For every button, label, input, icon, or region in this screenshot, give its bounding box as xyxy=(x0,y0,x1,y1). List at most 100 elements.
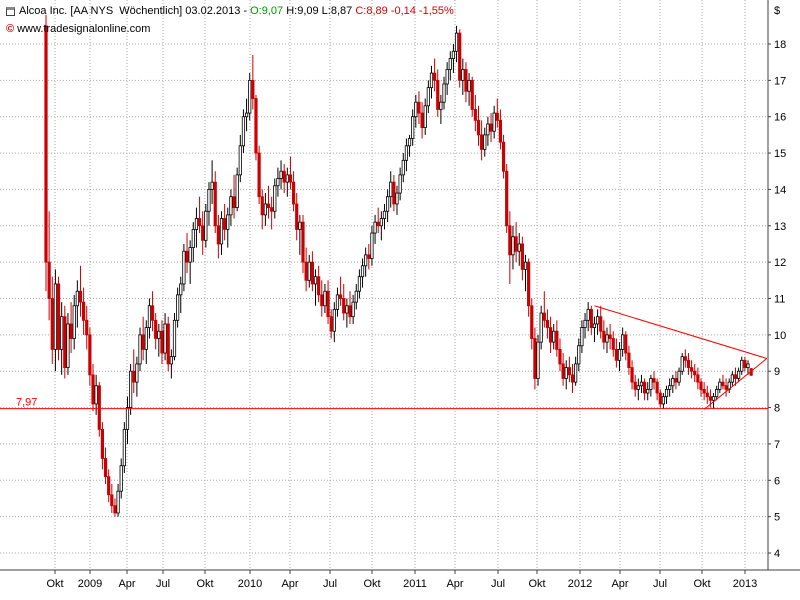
y-axis-label: 13 xyxy=(774,221,786,233)
candle-body xyxy=(636,385,640,390)
y-axis-label: 10 xyxy=(774,330,786,342)
candle-body xyxy=(338,294,343,299)
candle-body xyxy=(721,381,725,387)
candle-body xyxy=(182,250,186,285)
candle-body xyxy=(241,116,246,147)
candle-body xyxy=(285,174,289,183)
candle-body xyxy=(520,243,524,270)
candle-body xyxy=(150,305,155,321)
candle-body xyxy=(730,374,734,383)
candle-body xyxy=(642,381,647,394)
candle-body xyxy=(658,392,662,405)
trendline-ascending[interactable] xyxy=(703,358,768,410)
x-axis-label: Apr xyxy=(281,578,298,590)
candle-body xyxy=(514,236,518,252)
candle-body xyxy=(191,229,195,248)
candle-body xyxy=(345,305,349,314)
candle-body xyxy=(548,327,553,343)
candle-body xyxy=(715,388,719,398)
candle-body xyxy=(69,323,73,339)
candle-body xyxy=(72,305,76,339)
x-axis-label: Jul xyxy=(156,578,170,590)
x-axis-label: Apr xyxy=(611,578,628,590)
candle-body xyxy=(232,196,236,209)
candle-body xyxy=(307,261,311,281)
candle-body xyxy=(370,232,374,259)
candle-body xyxy=(360,265,365,278)
candle-body xyxy=(668,385,672,390)
candle-body xyxy=(649,378,653,390)
candle-body xyxy=(552,330,556,343)
chart-title: Alcoa Inc. [AA NYS Wöchentlich] 03.02.20… xyxy=(19,4,454,18)
candle-body xyxy=(561,363,565,379)
candle-body xyxy=(53,283,58,350)
candle-body xyxy=(539,312,543,343)
candle-body xyxy=(680,356,684,372)
candle-body xyxy=(122,428,126,467)
candle-body xyxy=(592,323,597,328)
candle-body xyxy=(671,378,675,387)
candle-body xyxy=(379,218,383,227)
candle-body xyxy=(301,221,305,263)
x-axis-label: 2013 xyxy=(733,578,757,590)
candle-body xyxy=(332,309,336,332)
candle-body xyxy=(103,458,108,478)
title-segment: C:8,89 -0,14 -1,55% xyxy=(355,5,454,17)
candle-body xyxy=(423,105,427,129)
candle-body xyxy=(160,330,164,354)
candle-body xyxy=(238,145,242,176)
candle-body xyxy=(420,112,424,129)
candle-body xyxy=(354,290,358,303)
candle-body xyxy=(335,294,340,310)
candle-body xyxy=(567,367,571,376)
candle-body xyxy=(88,334,92,376)
candle-body xyxy=(454,32,459,52)
candle-body xyxy=(138,334,142,365)
candle-body xyxy=(737,370,741,379)
candle-body xyxy=(44,25,48,263)
candle-body xyxy=(614,348,618,361)
candle-body xyxy=(445,69,449,85)
candle-body xyxy=(157,330,161,339)
candle-body xyxy=(558,348,562,365)
trendline-descending[interactable] xyxy=(594,305,767,359)
candle-body xyxy=(693,370,697,376)
x-axis-label: Okt xyxy=(693,578,710,590)
candle-body xyxy=(382,210,387,219)
candle-body xyxy=(298,221,302,230)
x-axis-label: Okt xyxy=(363,578,380,590)
candle-body xyxy=(113,505,117,514)
x-axis-label: Jul xyxy=(323,578,337,590)
candle-body xyxy=(304,261,308,281)
candle-body xyxy=(197,218,202,227)
candle-body xyxy=(630,367,634,383)
candle-body xyxy=(263,203,267,216)
candle-body xyxy=(213,181,217,227)
candle-body xyxy=(169,356,173,365)
candle-body xyxy=(226,214,230,230)
y-axis-label: 8 xyxy=(774,403,780,415)
x-axis-label: Apr xyxy=(118,578,135,590)
candle-body xyxy=(429,72,434,89)
candle-body xyxy=(495,112,499,121)
candle-body xyxy=(523,261,528,270)
candle-body xyxy=(652,378,656,383)
y-axis-label: 16 xyxy=(774,112,786,124)
candle-body xyxy=(342,298,346,314)
candle-body xyxy=(119,465,123,492)
y-axis-label: 4 xyxy=(774,548,780,560)
candle-body xyxy=(486,123,490,136)
y-axis-label: 12 xyxy=(774,257,786,269)
candle-body xyxy=(711,396,716,401)
candle-body xyxy=(244,112,249,118)
candle-body xyxy=(295,203,299,230)
candle-body xyxy=(254,98,258,154)
candle-body xyxy=(100,428,105,459)
candle-body xyxy=(75,290,79,307)
candle-body xyxy=(326,290,330,318)
candle-body xyxy=(279,170,283,179)
candle-body xyxy=(376,221,380,227)
candle-body xyxy=(511,236,515,256)
candle-body xyxy=(266,203,271,209)
